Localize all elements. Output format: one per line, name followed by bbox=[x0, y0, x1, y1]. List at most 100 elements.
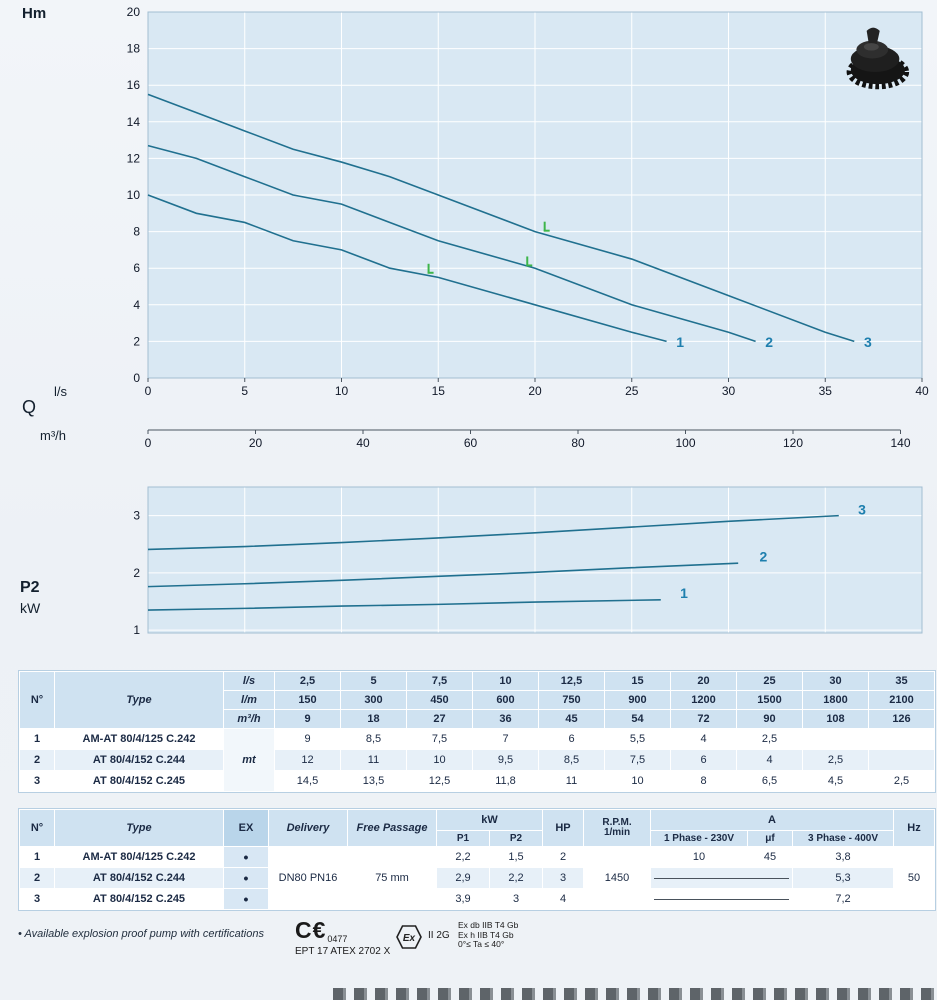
svg-text:1: 1 bbox=[133, 623, 140, 637]
hq-curve-3 bbox=[147, 93, 855, 343]
p2-chart: 1 2 3 1 2 3 bbox=[133, 486, 923, 637]
col-header-hp: HP bbox=[543, 810, 583, 846]
flow-axis-unit-ls: l/s bbox=[54, 384, 67, 399]
flow-value-header: 108 bbox=[803, 710, 868, 728]
power-axis-title: P2 bbox=[20, 579, 40, 596]
flow-value-header: 450 bbox=[407, 691, 472, 709]
flow-value-header: 20 bbox=[671, 672, 736, 690]
flow-value-header: 300 bbox=[341, 691, 406, 709]
head-value: 12 bbox=[275, 750, 340, 770]
head-unit-mt: mt bbox=[224, 729, 274, 791]
flow-value-header: 1200 bbox=[671, 691, 736, 709]
svg-text:100: 100 bbox=[675, 436, 695, 450]
pump-type: AT 80/4/152 C.244 bbox=[55, 868, 223, 888]
svg-text:5: 5 bbox=[241, 384, 248, 398]
flow-value-header: 750 bbox=[539, 691, 604, 709]
p1-value: 2,2 bbox=[437, 847, 489, 867]
col-header-1phase: 1 Phase - 230V bbox=[651, 831, 747, 846]
flow-value-header: 600 bbox=[473, 691, 538, 709]
head-value: 7 bbox=[473, 729, 538, 749]
hq-curve-label-2: 2 bbox=[765, 334, 773, 350]
row-number: 2 bbox=[20, 750, 54, 770]
col-header-3phase: 3 Phase - 400V bbox=[793, 831, 894, 846]
certification-lines: Ex db IIB T4 Gb Ex h IIB T4 Gb 0°≤ Ta ≤ … bbox=[458, 920, 519, 950]
svg-text:40: 40 bbox=[356, 436, 370, 450]
col-header-a: A bbox=[651, 810, 894, 830]
p2-curve-label-1: 1 bbox=[680, 585, 688, 601]
svg-text:20: 20 bbox=[127, 5, 141, 19]
head-value: 8 bbox=[671, 771, 736, 791]
col-header-uf: μf bbox=[748, 831, 792, 846]
hq-curve-2 bbox=[147, 144, 756, 343]
cert-line: Ex db IIB T4 Gb bbox=[458, 920, 519, 930]
hp-value: 2 bbox=[543, 847, 583, 867]
col-header-delivery: Delivery bbox=[269, 810, 347, 846]
svg-text:0: 0 bbox=[133, 371, 140, 385]
head-value: 2,5 bbox=[737, 729, 802, 749]
p2-curve-2 bbox=[147, 562, 739, 588]
svg-text:16: 16 bbox=[127, 78, 141, 92]
flow-value-header: 30 bbox=[803, 672, 868, 690]
svg-text:60: 60 bbox=[464, 436, 478, 450]
head-value: 8,5 bbox=[539, 750, 604, 770]
svg-text:12: 12 bbox=[127, 151, 141, 165]
svg-text:140: 140 bbox=[890, 436, 910, 450]
head-value: 6 bbox=[539, 729, 604, 749]
impeller-icon bbox=[846, 27, 910, 90]
technical-row: 2 AT 80/4/152 C.244 • 2,9 2,2 3 5,3 bbox=[20, 868, 934, 888]
flow-value-header: 7,5 bbox=[407, 672, 472, 690]
svg-text:6: 6 bbox=[133, 261, 140, 275]
unit-header: l/s bbox=[224, 672, 274, 690]
svg-text:10: 10 bbox=[127, 188, 141, 202]
flow-value-header: 90 bbox=[737, 710, 802, 728]
col-header-kw: kW bbox=[437, 810, 542, 830]
performance-table: N° Type l/s 2,5 5 7,5 10 12,5 15 20 25 30 35 l/m 150 30… bbox=[18, 670, 936, 793]
head-value bbox=[869, 729, 934, 749]
svg-text:0: 0 bbox=[145, 384, 152, 398]
pump-type: AT 80/4/152 C.245 bbox=[55, 771, 223, 791]
svg-text:Ex: Ex bbox=[403, 933, 416, 944]
head-value bbox=[869, 750, 934, 770]
head-value: 7,5 bbox=[605, 750, 670, 770]
head-value: 11 bbox=[539, 771, 604, 791]
p2-curve-1 bbox=[147, 598, 661, 611]
performance-row: 3 AT 80/4/152 C.245 14,5 13,5 12,5 11,8 11 10 8 6… bbox=[20, 771, 934, 791]
svg-text:14: 14 bbox=[127, 115, 141, 129]
ex-equipment-group: II 2G bbox=[428, 930, 450, 941]
hq-curve-1 bbox=[147, 194, 667, 343]
cert-line: 0°≤ Ta ≤ 40° bbox=[458, 939, 505, 949]
ex-hexagon-icon: Ex bbox=[396, 925, 422, 949]
free-passage-value: 75 mm bbox=[348, 847, 436, 909]
pump-type: AM-AT 80/4/125 C.242 bbox=[55, 729, 223, 749]
head-value: 2,5 bbox=[803, 750, 868, 770]
p2-value: 1,5 bbox=[490, 847, 542, 867]
svg-text:20: 20 bbox=[528, 384, 542, 398]
flow-value-header: 1800 bbox=[803, 691, 868, 709]
flow-value-header: 2,5 bbox=[275, 672, 340, 690]
svg-text:2: 2 bbox=[133, 334, 140, 348]
flow-value-header: 126 bbox=[869, 710, 934, 728]
3phase-value: 5,3 bbox=[793, 868, 894, 888]
svg-text:15: 15 bbox=[432, 384, 446, 398]
svg-text:25: 25 bbox=[625, 384, 639, 398]
flow-value-header: 36 bbox=[473, 710, 538, 728]
svg-text:4: 4 bbox=[133, 298, 140, 312]
atex-certificate-code: EPT 17 ATEX 2702 X bbox=[295, 946, 391, 957]
technical-row: 1 AM-AT 80/4/125 C.242 • DN80 PN16 75 mm 2,2 1… bbox=[20, 847, 935, 909]
head-value: 9 bbox=[275, 729, 340, 749]
head-value: 4 bbox=[737, 750, 802, 770]
head-value: 9,5 bbox=[473, 750, 538, 770]
explosion-proof-footnote: • Available explosion proof pump with ce… bbox=[18, 928, 264, 940]
col-header-p1: P1 bbox=[437, 831, 489, 846]
row-number: 1 bbox=[20, 847, 54, 867]
svg-text:120: 120 bbox=[783, 436, 803, 450]
row-number: 3 bbox=[20, 889, 54, 909]
ex-available-dot: • bbox=[224, 868, 268, 888]
head-value: 11 bbox=[341, 750, 406, 770]
col-header-n: N° bbox=[20, 810, 54, 846]
col-header-ex: EX bbox=[224, 810, 268, 846]
p1-value: 2,9 bbox=[437, 868, 489, 888]
